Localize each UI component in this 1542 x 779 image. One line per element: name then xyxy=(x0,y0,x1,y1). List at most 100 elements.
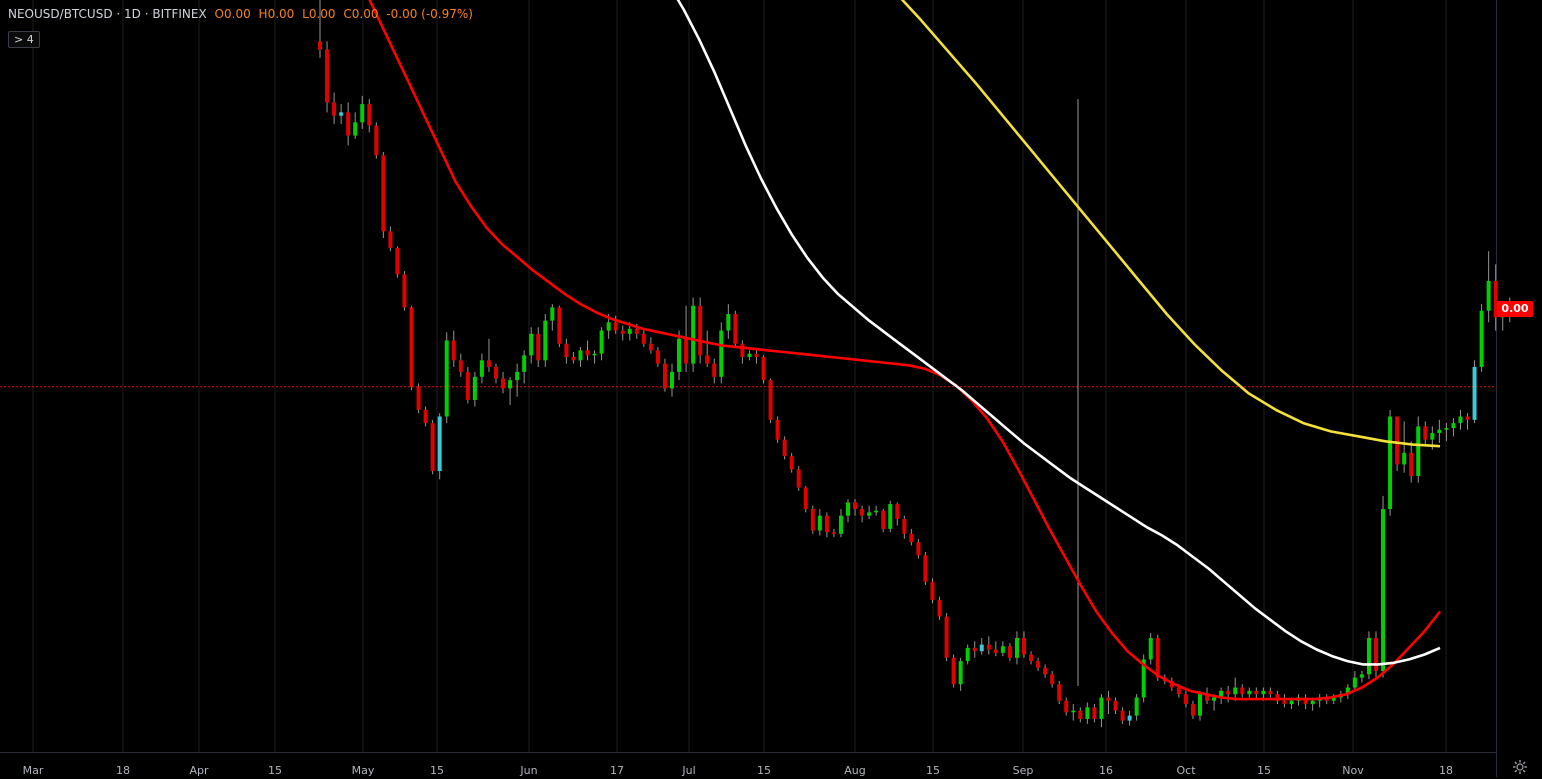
candle-body xyxy=(1036,661,1041,668)
candle-body xyxy=(1303,697,1308,705)
candle-body xyxy=(325,49,330,103)
x-tick-label: Sep xyxy=(1013,764,1034,777)
symbol-label[interactable]: NEOUSD/BTCUSD xyxy=(8,7,113,21)
candle-body xyxy=(831,532,836,534)
candle-body xyxy=(409,307,414,387)
interval-label[interactable]: 1D xyxy=(124,7,141,21)
candle-body xyxy=(486,360,491,367)
candle-body xyxy=(909,533,914,543)
candle-body xyxy=(367,104,372,126)
candle-body xyxy=(1366,637,1371,675)
candle-body xyxy=(824,515,829,533)
x-tick-label: 17 xyxy=(610,764,624,777)
candle-body xyxy=(754,353,759,357)
candle-body xyxy=(1099,697,1104,719)
candle-body xyxy=(437,416,442,472)
candle-body xyxy=(501,378,506,389)
candle-body xyxy=(684,338,689,364)
candle-body xyxy=(571,356,576,361)
candle-body xyxy=(1000,646,1005,653)
ohlc-low: L0.00 xyxy=(302,7,336,21)
indicators-toggle-button[interactable]: > 4 xyxy=(8,31,40,48)
x-tick-label: Nov xyxy=(1342,764,1364,777)
candle-body xyxy=(599,330,604,354)
ma-slow-line xyxy=(900,0,1441,448)
candle-body xyxy=(1007,646,1012,658)
candle-body xyxy=(1190,704,1195,716)
candle-body xyxy=(1331,697,1336,701)
candle-body xyxy=(564,343,569,357)
candle-body xyxy=(1458,416,1463,424)
candle-body xyxy=(1085,707,1090,719)
candle-body xyxy=(1029,654,1034,662)
candle-body xyxy=(1183,694,1188,705)
candle-body xyxy=(1395,416,1400,465)
candle-body xyxy=(881,510,886,529)
candle-body xyxy=(508,380,513,389)
candle-body xyxy=(1219,690,1224,698)
candle-body xyxy=(1198,694,1202,716)
x-tick-label: 15 xyxy=(926,764,940,777)
candle-body xyxy=(1155,637,1160,678)
candle-body xyxy=(958,661,963,685)
chart-legend-header: NEOUSD/BTCUSD · 1D · BITFINEX O0.00 H0.0… xyxy=(8,7,473,21)
candle-body xyxy=(740,343,745,357)
candle-body xyxy=(592,353,597,356)
candle-body xyxy=(472,376,477,400)
candle-body xyxy=(332,102,337,116)
ma-mid-line xyxy=(676,0,1441,666)
candle-body xyxy=(1092,707,1097,719)
candle-body xyxy=(655,350,660,364)
candle-body xyxy=(1233,687,1238,695)
candle-body xyxy=(1352,677,1357,688)
candle-body xyxy=(712,363,717,377)
candle-body xyxy=(585,350,590,356)
x-tick-label: May xyxy=(352,764,375,777)
candle-body xyxy=(986,644,991,650)
candle-body xyxy=(1106,697,1111,701)
gear-icon[interactable] xyxy=(1512,759,1528,775)
candle-body xyxy=(1050,674,1055,685)
ohlc-high: H0.00 xyxy=(258,7,295,21)
candle-body xyxy=(479,360,484,377)
candle-body xyxy=(557,307,562,344)
candle-body xyxy=(1064,700,1069,713)
candle-body xyxy=(761,356,766,381)
candle-body xyxy=(550,307,555,321)
candle-body xyxy=(381,155,386,232)
candle-body xyxy=(972,647,977,652)
candle-body xyxy=(747,353,752,357)
candle-body xyxy=(543,320,548,361)
candle-body xyxy=(1416,426,1421,476)
candle-body xyxy=(691,305,696,364)
candle-body xyxy=(627,328,632,334)
candle-body xyxy=(775,419,780,440)
ohlc-close: C0.00 xyxy=(343,7,379,21)
candle-body xyxy=(1409,452,1414,476)
x-tick-label: 15 xyxy=(430,764,444,777)
candle-body xyxy=(888,504,893,529)
candle-body xyxy=(1493,280,1498,318)
candle-body xyxy=(641,333,646,344)
candle-body xyxy=(1148,637,1153,660)
ohlc-open: O0.00 xyxy=(214,7,251,21)
candle-body xyxy=(1240,687,1245,695)
candle-body xyxy=(670,371,674,389)
candle-body xyxy=(1014,637,1019,658)
candle-body xyxy=(620,330,625,334)
candle-body xyxy=(416,386,421,410)
candle-body xyxy=(494,366,498,379)
candle-body xyxy=(613,322,618,331)
candle-body xyxy=(522,355,527,372)
candle-body xyxy=(1402,452,1407,465)
candle-body xyxy=(1127,715,1132,721)
candle-body xyxy=(1176,687,1181,695)
candle-body xyxy=(1444,428,1449,430)
candle-body xyxy=(719,330,724,377)
candle-body xyxy=(944,616,949,658)
candle-body xyxy=(782,439,787,457)
candle-body xyxy=(1423,426,1428,440)
candle-body xyxy=(1261,690,1266,695)
candle-body xyxy=(606,322,611,331)
